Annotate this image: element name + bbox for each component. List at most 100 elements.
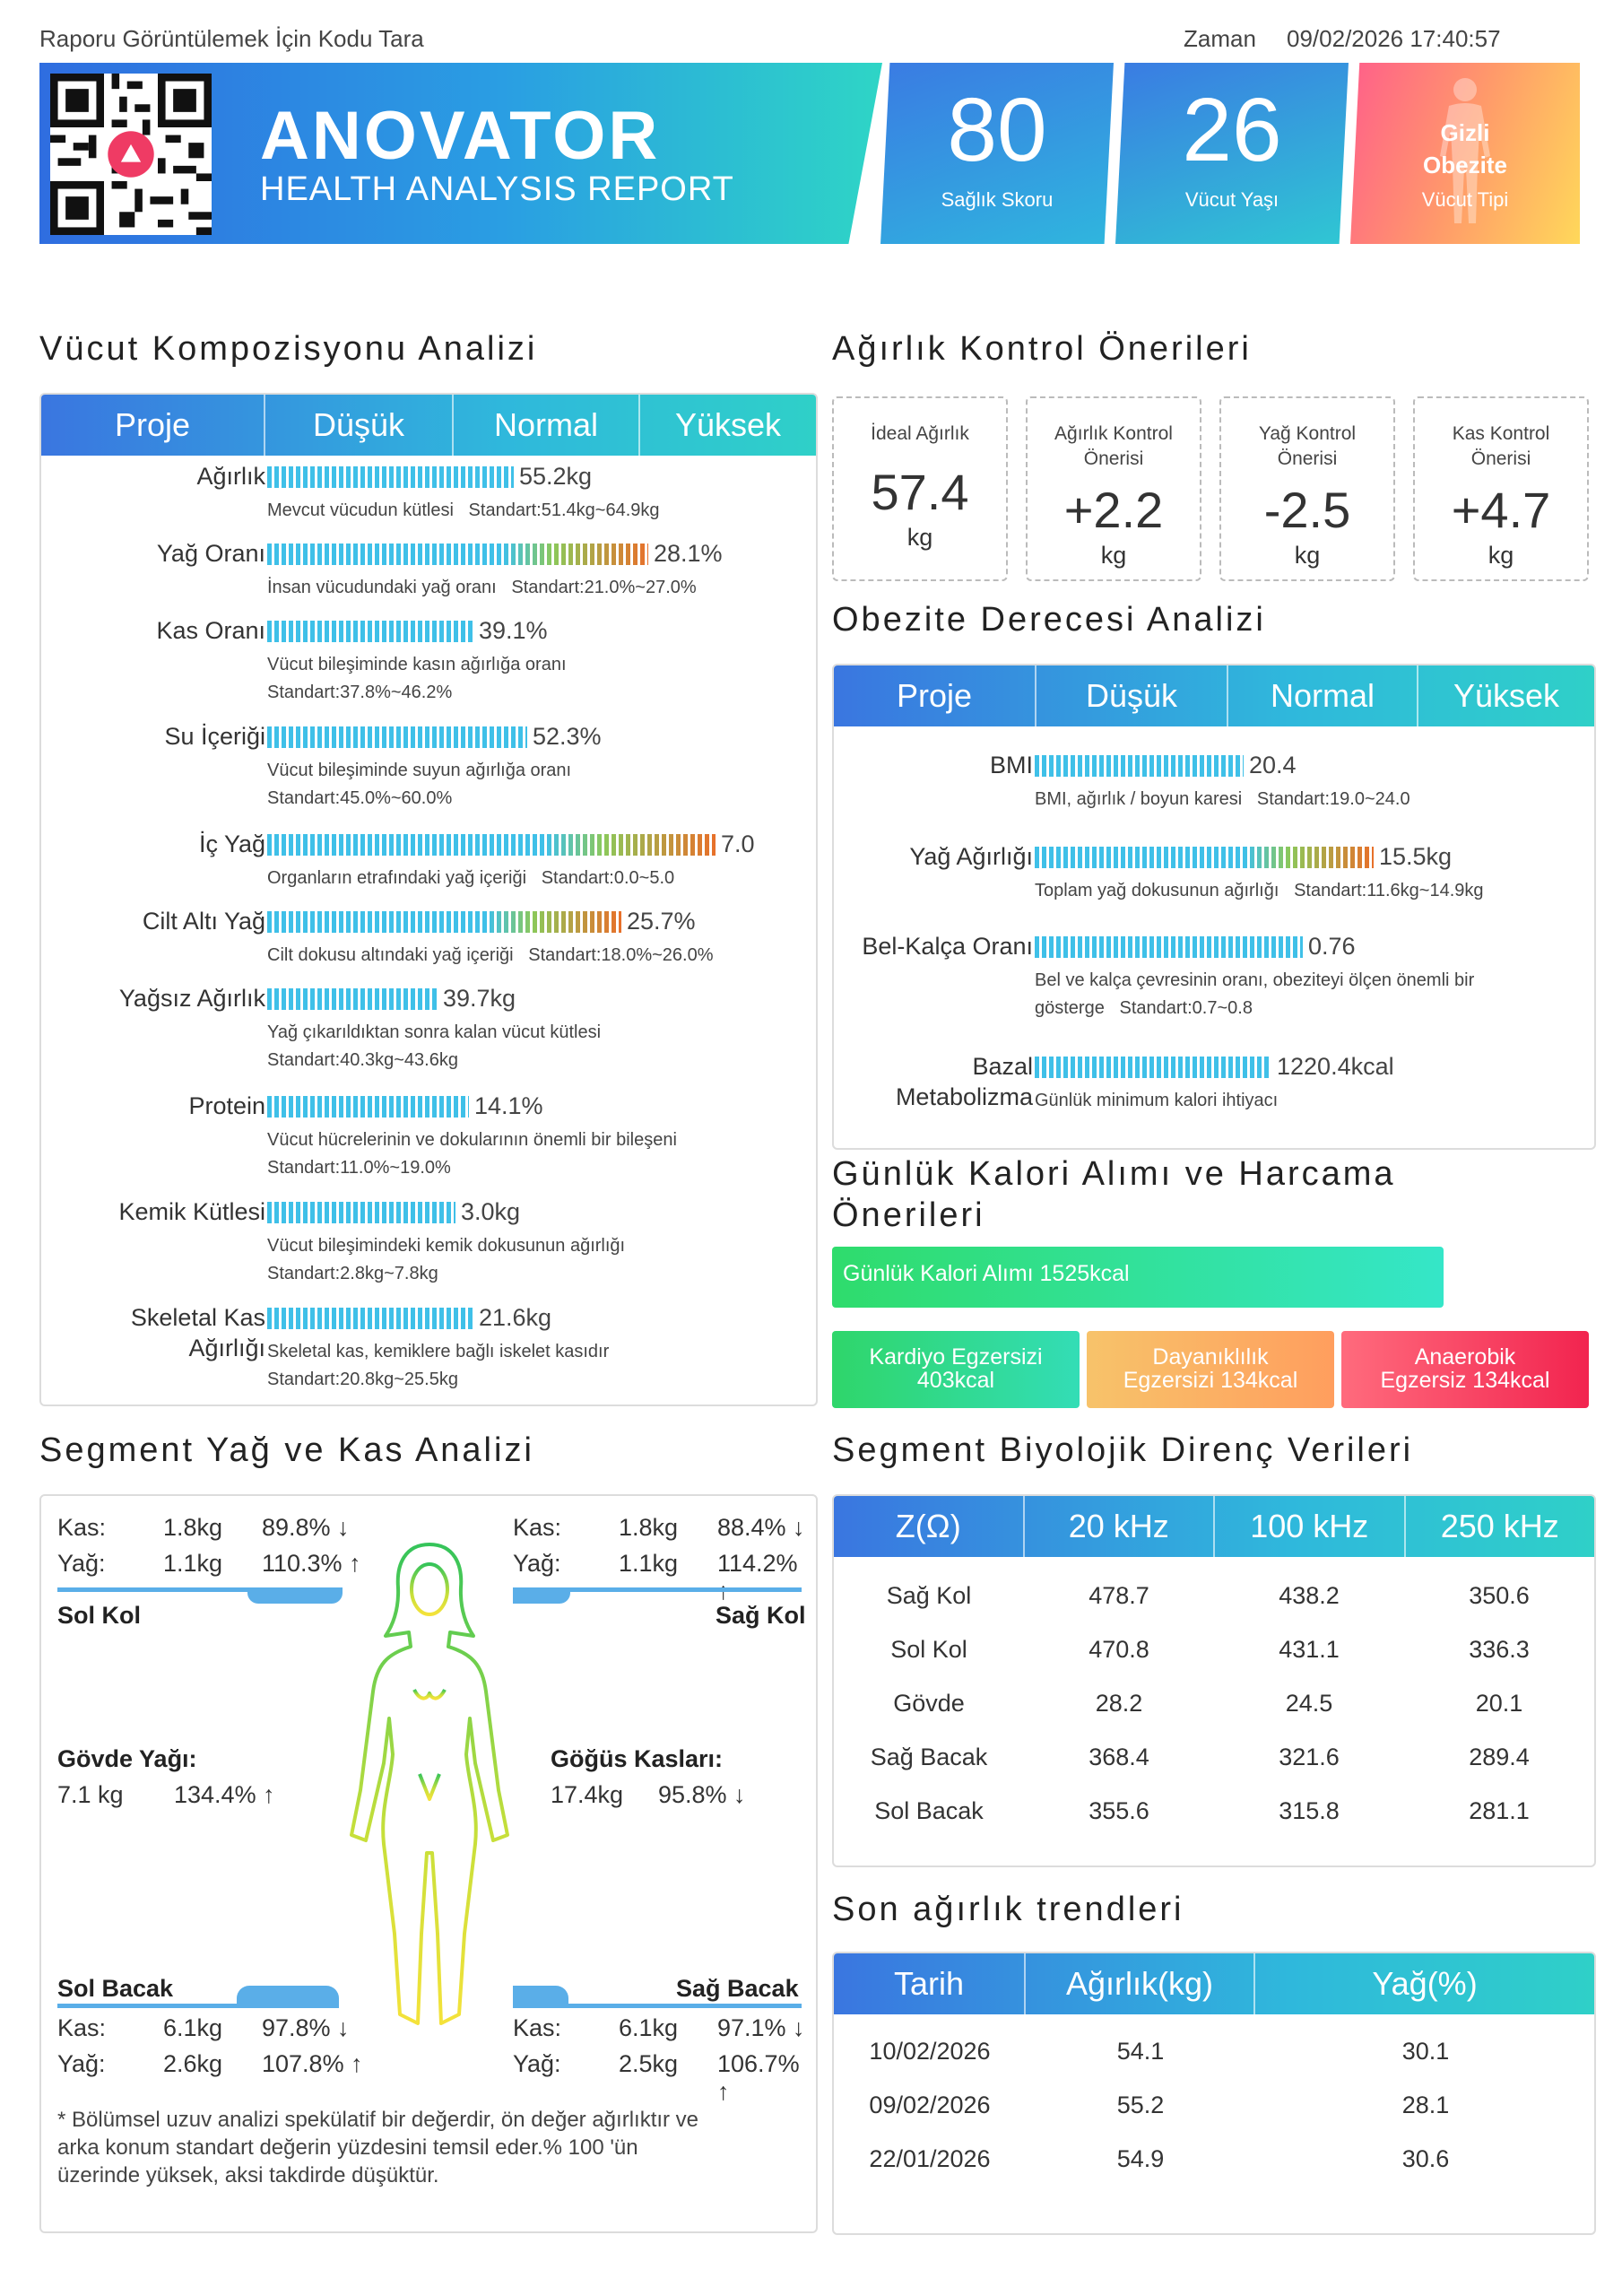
left-arm-kas-pct: 89.8% ↓ [262,1514,350,1541]
trend-date: 22/01/2026 [869,2145,991,2172]
trunk-fat-pct: 134.4% ↑ [174,1781,275,1808]
left-leg-yag: 2.6kg [163,2050,223,2077]
weight-card-title-1: Yağ Kontrol [1258,423,1357,444]
metric-value: 1220.4kcal [1277,1053,1394,1080]
right-leg-yag-pct: 106.7% ↑ [717,2050,800,2105]
chest-muscle-value: 17.4kg [551,1781,624,1808]
metric-description: Vücut hücrelerinin ve dokularının önemli… [267,1130,677,1150]
metric-standard: gösterge Standart:0.7~0.8 [1035,998,1253,1018]
qr-code-icon [50,74,212,235]
segment-panel: Kas: 1.8kg 89.8% ↓ Yağ: 1.1kg 110.3% ↑ S… [39,1494,818,2233]
composition-title: Vücut Kompozisyonu Analizi [39,330,538,368]
metric-description: Günlük minimum kalori ihtiyacı [1035,1091,1279,1110]
impedance-value: 20.1 [1475,1690,1523,1717]
col-proje: Proje [834,665,1037,726]
composition-panel: Proje Düşük Normal Yüksek Ağırlık 55.2kg M… [39,393,818,1406]
metric-value: 39.7kg [443,985,516,1012]
qr-code[interactable] [50,74,212,235]
col-agirlik: Ağırlık(kg) [1026,1953,1255,2014]
impedance-segment: Sol Kol [890,1636,967,1663]
metric-description: BMI, ağırlık / boyun karesi Standart:19.… [1035,789,1410,809]
left-leg-yag-label: Yağ: [57,2050,106,2077]
scan-note: Raporu Görüntülemek İçin Kodu Tara [39,25,424,52]
weight-card-title-1: İdeal Ağırlık [871,423,969,444]
left-leg-kas: 6.1kg [163,2014,223,2041]
weight-card-value: 57.4 [871,464,969,520]
impedance-value: 438.2 [1279,1582,1340,1609]
left-leg-kas-label: Kas: [57,2014,107,2041]
col-proje: Proje [41,395,265,456]
left-arm-kas: 1.8kg [163,1514,223,1541]
metric-label: Su İçeriği [164,723,265,750]
body-type-label: Vücut Tipi [1421,188,1509,211]
weight-card-title: Ağırlık Kontrol Önerisi [1028,422,1200,472]
left-arm-tab [247,1587,343,1604]
metric-bar [267,726,527,748]
metric-bar [267,834,716,856]
segment-title: Segment Yağ ve Kas Analizi [39,1431,534,1469]
metric-label: Protein [188,1092,265,1119]
metric-label-2: Ağırlığı [188,1335,265,1361]
metric-label: Cilt Altı Yağ [142,908,265,935]
col-normal: Normal [1228,665,1418,726]
metric-standard: Standart:11.0%~19.0% [267,1158,451,1178]
left-arm-kas-label: Kas: [57,1514,107,1541]
weight-card-value: +2.2 [1063,482,1164,538]
metric-description: Skeletal kas, kemiklere bağlı iskelet ka… [267,1342,610,1361]
right-leg-tab [513,1986,568,2005]
impedance-header: Z(Ω) 20 kHz 100 kHz 250 kHz [834,1496,1594,1557]
impedance-value: 336.3 [1469,1636,1530,1663]
metric-bar [267,544,648,565]
right-arm-kas-pct: 88.4% ↓ [717,1514,805,1541]
impedance-segment: Sol Bacak [874,1797,984,1824]
metric-description: İnsan vücudundaki yağ oranı Standart:21.… [267,578,697,597]
weight-card-title: Kas Kontrol Önerisi [1415,422,1587,472]
left-arm-line [57,1587,343,1592]
metric-label: Yağ Ağırlığı [909,843,1033,870]
body-figure-icon [350,1543,509,2025]
trunk-fat-name: Gövde Yağı: [57,1745,197,1772]
trends-panel: Tarih Ağırlık(kg) Yağ(%) 10/02/2026 54.1 3… [832,1952,1596,2235]
metric-standard: Standart:20.8kg~25.5kg [267,1370,458,1389]
metric-value: 14.1% [474,1092,543,1119]
right-leg-yag: 2.5kg [619,2050,679,2077]
metric-label: Kemik Kütlesi [118,1198,265,1225]
metric-bar [267,621,473,642]
metric-value: 20.4 [1249,752,1297,778]
metric-label: Ağırlık [196,463,265,490]
right-arm-tab [513,1587,570,1604]
col-20khz: 20 kHz [1025,1496,1215,1557]
calories-title-2: Önerileri [832,1196,985,1234]
metric-value: 39.1% [479,617,548,644]
metric-bar [267,911,621,933]
trend-date: 09/02/2026 [869,2092,991,2118]
metric-description: Vücut bileşiminde kasın ağırlığa oranı [267,655,567,674]
weight-card: Ağırlık Kontrol Önerisi +2.2 kg [1026,396,1201,581]
metric-description: Organların etrafındaki yağ içeriği Stand… [267,868,675,888]
col-z: Z(Ω) [834,1496,1025,1557]
right-leg-kas: 6.1kg [619,2014,679,2041]
col-dusuk: Düşük [265,395,454,456]
health-score-box: 80 Sağlık Skoru [880,63,1114,244]
weight-control-title: Ağırlık Kontrol Önerileri [832,330,1252,368]
trends-header: Tarih Ağırlık(kg) Yağ(%) [834,1953,1594,2014]
metric-bar [267,1096,469,1118]
metric-label: Skeletal Kas [130,1304,265,1331]
impedance-value: 431.1 [1279,1636,1340,1663]
metric-value: 55.2kg [519,463,593,490]
calories-title: Günlük Kalori Alımı ve Harcama [832,1155,1396,1193]
brand-subtitle: HEALTH ANALYSIS REPORT [260,170,734,208]
left-leg-name: Sol Bacak [57,1975,174,2002]
metric-description: Yağ çıkarıldıktan sonra kalan vücut kütl… [267,1022,602,1042]
weight-card: İdeal Ağırlık 57.4 kg [832,396,1008,581]
metric-bar [1035,755,1244,777]
impedance-value: 281.1 [1469,1797,1530,1824]
metric-standard: Standart:2.8kg~7.8kg [267,1264,438,1283]
impedance-value: 368.4 [1089,1744,1149,1770]
impedance-value: 24.5 [1285,1690,1333,1717]
right-arm-kas: 1.8kg [619,1514,679,1541]
body-silhouette-icon [1440,78,1490,223]
trend-date: 10/02/2026 [869,2038,991,2065]
right-arm-kas-label: Kas: [513,1514,562,1541]
metric-value: 21.6kg [479,1304,552,1331]
